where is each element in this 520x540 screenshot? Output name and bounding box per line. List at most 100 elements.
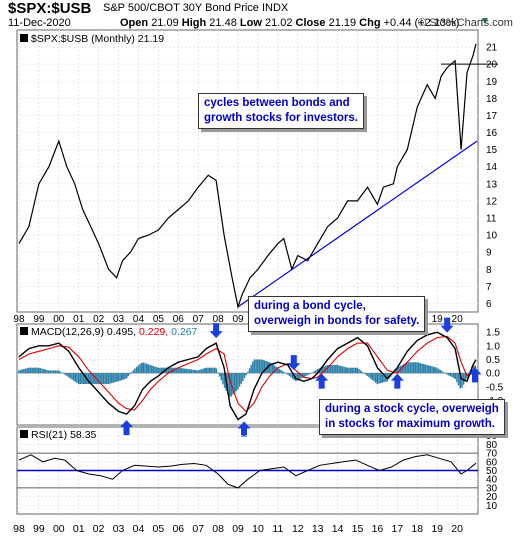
macd-histogram-bar [242, 373, 244, 381]
down-arrow [209, 323, 223, 339]
macd-histogram-bar [218, 373, 221, 377]
macd-histogram-bar [351, 367, 354, 374]
up-arrow [237, 421, 251, 437]
macd-histogram-bar [423, 364, 425, 374]
macd-histogram-bar [411, 362, 413, 374]
macd-histogram-bar [18, 370, 20, 374]
macd-histogram-bar [190, 369, 193, 374]
x-axis-top-tick-label: 08 [213, 314, 225, 325]
macd-histogram-bar [212, 367, 214, 374]
macd-histogram-bar [398, 366, 400, 374]
macd-histogram-bar [150, 365, 153, 374]
macd-histogram-bar [192, 369, 194, 374]
annotation-bond-cycle-line-2: overweigh in bonds for safety. [254, 315, 420, 327]
panel-frame-0 [16, 29, 479, 313]
x-axis-bottom-tick-label: 99 [33, 523, 45, 535]
macd-histogram-bar [117, 373, 120, 382]
macd-histogram-bar [82, 373, 85, 385]
x-axis-top-tick-label: 05 [153, 314, 165, 325]
macd-histogram-bar [285, 373, 287, 374]
macd-histogram-bar [328, 364, 330, 374]
macd-histogram-bar [89, 373, 91, 385]
macd-histogram-bar [217, 372, 219, 374]
up-arrow [468, 367, 482, 383]
macd-histogram-bar [112, 373, 115, 383]
macd-histogram-bar [67, 373, 70, 378]
macd-histogram-bar [51, 370, 53, 374]
x-axis-top-tick-label: 03 [113, 314, 125, 325]
macd-histogram-bar [276, 367, 279, 374]
macd-histogram-bar [301, 373, 304, 378]
macd-histogram-bar [343, 366, 345, 374]
macd-histogram-bar [258, 359, 261, 374]
macd-histogram-bar [250, 364, 252, 374]
macd-histogram-bar [330, 364, 332, 374]
macd-axis-tick-label: 1.5 [486, 328, 500, 339]
macd-histogram-bar [273, 365, 276, 374]
x-axis-top-tick-label: 00 [53, 314, 65, 325]
macd-histogram-bar [76, 373, 78, 383]
macd-axis-tick-label: 0.0 [486, 369, 500, 380]
x-axis-bottom-tick-label: 16 [372, 523, 384, 535]
price-axis-tick-label: 12 [486, 196, 498, 207]
macd-histogram-bar [71, 373, 73, 380]
macd-histogram-bar [442, 372, 445, 374]
macd-histogram-bar [207, 367, 209, 374]
macd-histogram-bar [149, 364, 151, 374]
macd-histogram-bar [431, 366, 433, 374]
macd-histogram-bar [353, 367, 355, 374]
macd-histogram-bar [124, 373, 126, 380]
macd-histogram-bar [106, 373, 108, 385]
chg-value: +0.44 (+2.13%) [383, 17, 460, 29]
macd-histogram-bar [320, 367, 322, 374]
macd-histogram-bar [227, 373, 229, 395]
macd-histogram-bar [41, 368, 43, 374]
price-axis-tick-label: 18 [486, 94, 498, 105]
price-axis-tick-label: 8 [486, 265, 492, 276]
close-value: 21.19 [328, 17, 357, 29]
up-arrow [120, 420, 134, 436]
price-axis-tick-label: 19 [486, 77, 498, 88]
annotation-bond-cycle: during a bond cycle, overweigh in bonds … [248, 296, 426, 332]
macd-histogram-bar [414, 362, 417, 374]
macd-histogram-bar [198, 369, 201, 374]
macd-histogram-bar [354, 367, 357, 374]
macd-histogram-bar [300, 373, 302, 379]
macd-histogram-bar [260, 359, 262, 374]
x-axis-bottom-tick-label: 07 [192, 523, 204, 535]
x-axis-bottom-tick-label: 10 [252, 523, 264, 535]
macd-histogram-bar [349, 367, 352, 374]
macd-histogram-bar [281, 371, 284, 374]
macd-histogram-bar [434, 367, 437, 374]
macd-histogram-bar [99, 373, 101, 385]
price-axis-tick-label: 14 [486, 162, 498, 173]
macd-histogram-bar [358, 369, 360, 374]
macd-histogram-bar [205, 367, 208, 374]
macd-histogram-bar [19, 369, 22, 374]
price-line [18, 43, 477, 310]
macd-histogram-bar [416, 362, 418, 374]
annotation-cycles-line-2: growth stocks for investors. [204, 112, 359, 124]
macd-histogram-bar [47, 370, 50, 374]
macd-histogram-bar [383, 373, 385, 383]
macd-histogram-bar [464, 373, 466, 382]
macd-histogram-bar [321, 366, 324, 374]
macd-histogram-bar [104, 373, 106, 385]
x-axis-top-tick-label: 19 [432, 314, 444, 325]
macd-histogram-bar [368, 373, 370, 378]
macd-histogram-bar [147, 364, 150, 374]
macd-histogram-bar [208, 367, 211, 374]
macd-histogram-bar [154, 366, 156, 374]
macd-histogram-bar [326, 364, 329, 374]
x-axis-bottom-tick-label: 11 [272, 523, 283, 535]
macd-histogram-bar [102, 373, 105, 385]
macd-histogram-bar [222, 373, 224, 385]
macd-histogram-bar [31, 367, 33, 374]
price-axis-tick-label: 17 [486, 111, 498, 122]
x-axis-top-tick-label: 01 [73, 314, 85, 325]
macd-histogram-bar [165, 367, 168, 374]
price-axis-tick-label: 10 [486, 231, 498, 242]
macd-histogram-bar [167, 367, 169, 374]
macd-histogram-bar [135, 367, 138, 374]
